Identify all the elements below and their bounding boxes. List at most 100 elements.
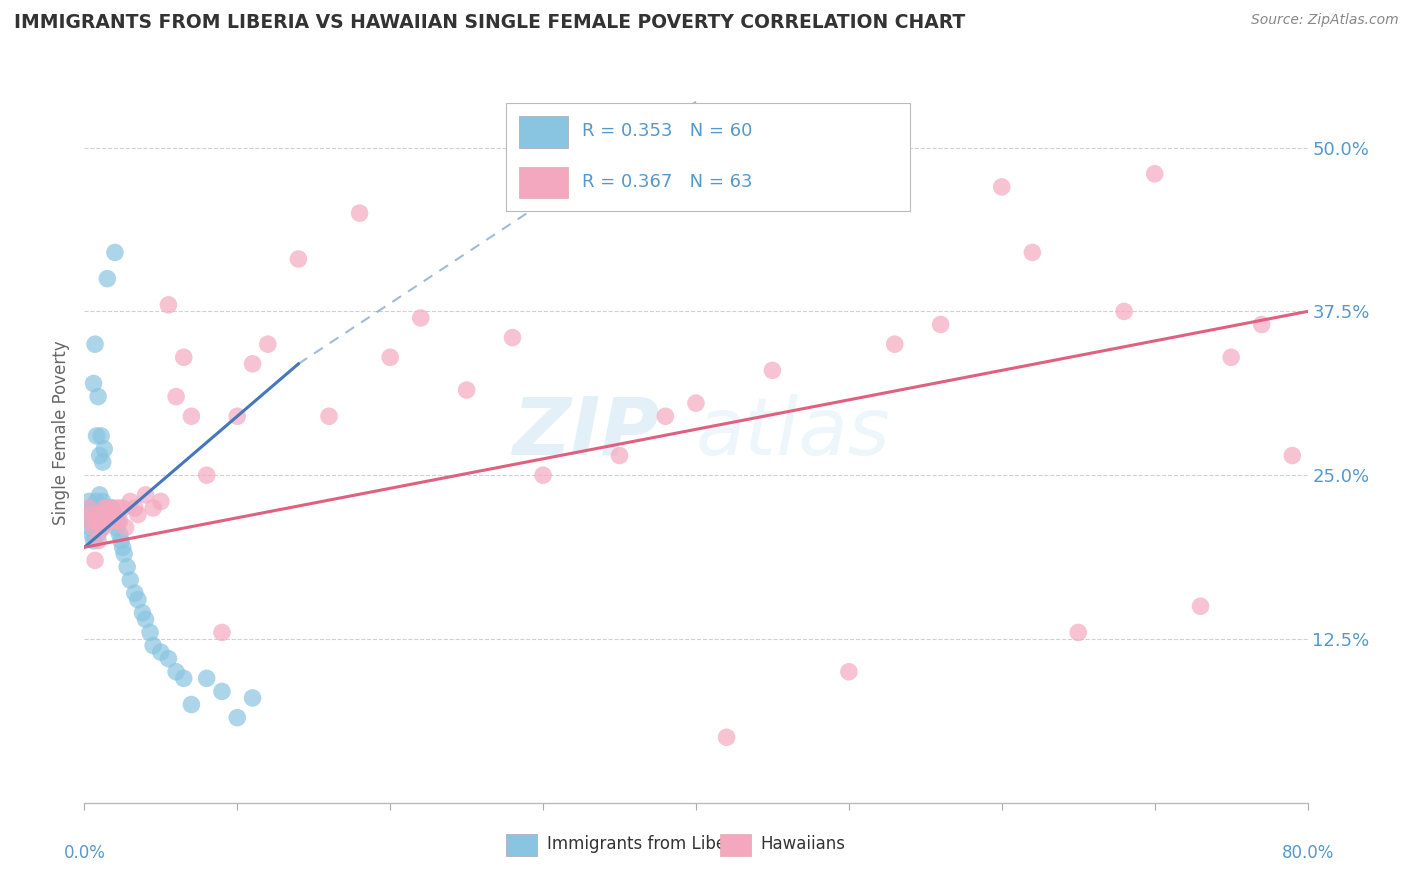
Point	[101, 500, 124, 515]
Point	[242, 690, 264, 705]
Point	[1114, 304, 1136, 318]
Point	[104, 514, 127, 528]
Point	[142, 500, 165, 515]
Point	[120, 573, 142, 587]
Point	[173, 351, 195, 365]
Point	[87, 390, 110, 404]
Point	[90, 508, 112, 522]
Point	[90, 500, 112, 515]
Text: atlas: atlas	[696, 393, 891, 472]
Point	[226, 711, 249, 725]
Point	[104, 245, 127, 260]
Point	[80, 508, 103, 522]
Point	[83, 521, 105, 535]
Point	[87, 533, 110, 548]
Point	[456, 383, 478, 397]
Point	[139, 625, 162, 640]
Point	[654, 409, 676, 424]
Point	[97, 508, 120, 522]
Point	[112, 547, 135, 561]
Point	[173, 671, 195, 685]
Point	[89, 508, 111, 522]
Point	[89, 449, 111, 463]
FancyBboxPatch shape	[506, 834, 537, 856]
Point	[105, 514, 128, 528]
Point	[107, 514, 129, 528]
Point	[103, 514, 125, 528]
FancyBboxPatch shape	[519, 117, 568, 147]
Point	[226, 409, 249, 424]
Point	[409, 310, 432, 325]
Point	[127, 508, 149, 522]
Point	[90, 521, 112, 535]
Point	[180, 698, 202, 712]
Y-axis label: Single Female Poverty: Single Female Poverty	[52, 341, 70, 524]
Point	[1250, 318, 1272, 332]
Point	[165, 390, 187, 404]
Point	[94, 514, 117, 528]
Point	[93, 442, 115, 456]
Point	[107, 500, 129, 515]
Point	[103, 508, 125, 522]
Point	[124, 586, 146, 600]
Point	[77, 494, 100, 508]
Text: Source: ZipAtlas.com: Source: ZipAtlas.com	[1251, 13, 1399, 28]
Text: Hawaiians: Hawaiians	[761, 835, 846, 853]
Point	[87, 527, 110, 541]
Point	[929, 318, 952, 332]
Point	[90, 429, 112, 443]
Point	[142, 639, 165, 653]
Point	[89, 514, 111, 528]
Point	[1220, 351, 1243, 365]
Point	[96, 500, 118, 515]
Point	[97, 508, 120, 522]
FancyBboxPatch shape	[720, 834, 751, 856]
Point	[127, 592, 149, 607]
Point	[120, 494, 142, 508]
Point	[86, 429, 108, 443]
Point	[91, 455, 114, 469]
Point	[349, 206, 371, 220]
Point	[991, 180, 1014, 194]
Point	[86, 514, 108, 528]
Point	[1143, 167, 1166, 181]
Point	[114, 521, 136, 535]
Point	[91, 494, 114, 508]
Point	[79, 514, 101, 528]
Point	[93, 500, 115, 515]
Point	[135, 612, 157, 626]
Point	[1281, 449, 1303, 463]
Point	[94, 514, 117, 528]
Point	[131, 606, 153, 620]
Point	[86, 508, 108, 522]
Text: R = 0.353   N = 60: R = 0.353 N = 60	[582, 122, 752, 140]
Point	[87, 514, 110, 528]
Point	[165, 665, 187, 679]
Point	[105, 521, 128, 535]
Point	[1067, 625, 1090, 640]
Text: 80.0%: 80.0%	[1281, 845, 1334, 863]
Point	[111, 541, 134, 555]
Point	[93, 508, 115, 522]
FancyBboxPatch shape	[519, 167, 568, 198]
Point	[89, 488, 111, 502]
Point	[101, 500, 124, 515]
Point	[195, 671, 218, 685]
Point	[108, 527, 131, 541]
Point	[211, 684, 233, 698]
Point	[1189, 599, 1212, 614]
Point	[761, 363, 783, 377]
Point	[531, 468, 554, 483]
Point	[98, 514, 121, 528]
Point	[110, 533, 132, 548]
Point	[83, 533, 105, 548]
Point	[257, 337, 280, 351]
Point	[380, 351, 402, 365]
Point	[91, 521, 114, 535]
Point	[287, 252, 309, 266]
Text: Immigrants from Liberia: Immigrants from Liberia	[547, 835, 748, 853]
Point	[685, 396, 707, 410]
Point	[108, 514, 131, 528]
Point	[883, 337, 905, 351]
Point	[149, 494, 172, 508]
